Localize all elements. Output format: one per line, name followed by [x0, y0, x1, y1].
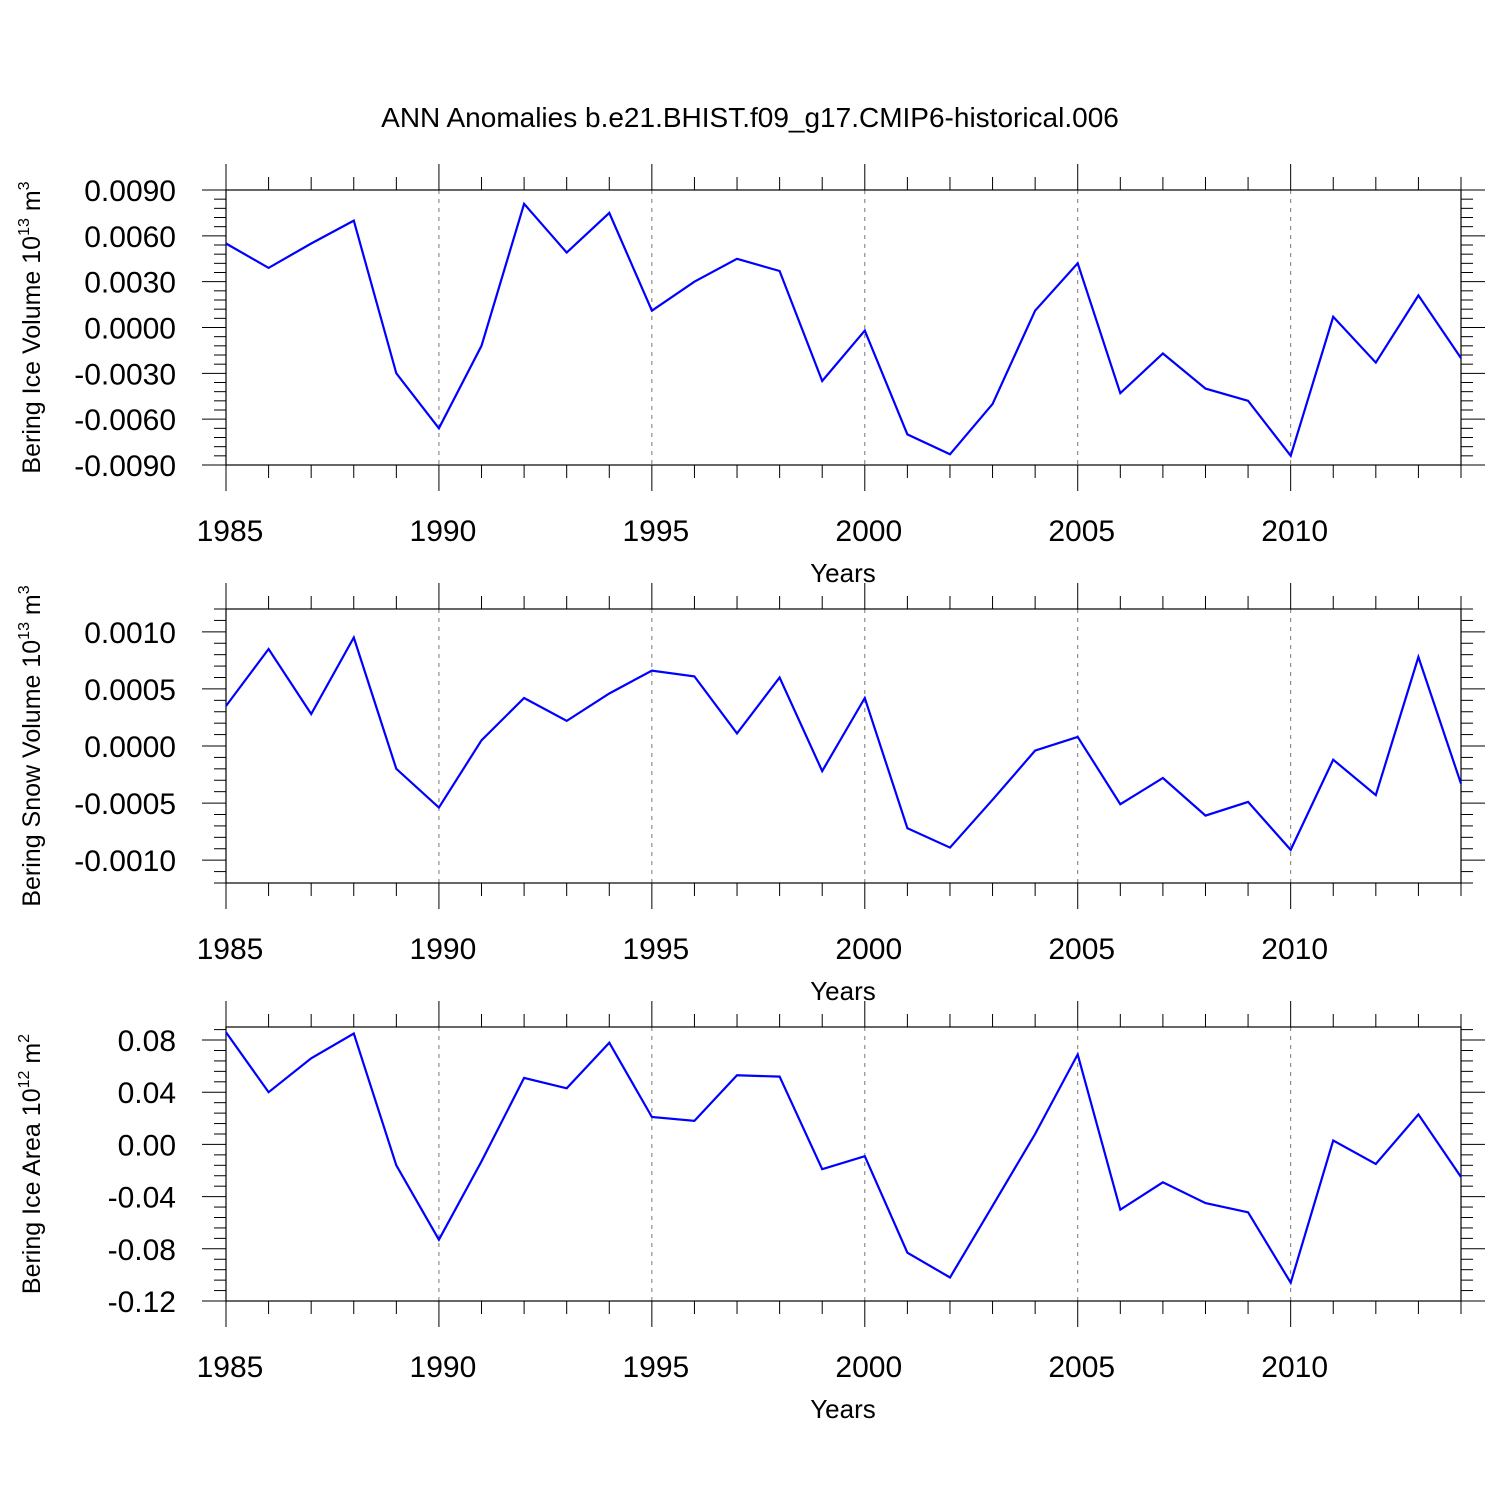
x-axis-label: Years	[810, 558, 876, 588]
y-tick-label: -0.0090	[74, 450, 176, 483]
y-tick-label: 0.04	[118, 1077, 176, 1110]
x-tick-label: 1990	[410, 515, 477, 548]
y-tick-label: -0.04	[108, 1182, 176, 1215]
y-axis-label: Bering Snow Volume 1013 m3	[16, 585, 46, 906]
y-tick-label: 0.0010	[84, 617, 176, 650]
y-tick-label: -0.0030	[74, 358, 176, 391]
y-axis-label: Bering Ice Area 1012 m2	[16, 1034, 46, 1294]
series-line	[225, 201, 1462, 459]
x-tick-label: 2005	[1048, 933, 1115, 966]
plot-frame	[225, 189, 1462, 466]
x-tick-label: 1990	[410, 933, 477, 966]
x-tick-label: 2000	[835, 1351, 902, 1384]
y-tick-label: 0.0060	[84, 221, 176, 254]
x-tick-label: 2010	[1261, 515, 1328, 548]
x-tick-label: 1985	[197, 933, 264, 966]
x-tick-label: 2005	[1048, 1351, 1115, 1384]
chart-panel-3: 1985 1990 1995 2000 2005 2010 Years -0.12 -0.08 -…	[16, 1001, 1485, 1424]
x-tick-label: 2000	[835, 515, 902, 548]
x-tick-label: 1985	[197, 1351, 264, 1384]
chart-panel-1: 1985 1990 1995 2000 2005 2010 Years -0.0090 -0.0…	[16, 164, 1485, 588]
x-axis-label: Years	[810, 976, 876, 1006]
x-axis-label: Years	[810, 1394, 876, 1424]
y-tick-label: -0.12	[108, 1286, 176, 1319]
y-tick-label: -0.0060	[74, 404, 176, 437]
x-tick-label: 2005	[1048, 515, 1115, 548]
x-tick-label: 2000	[835, 933, 902, 966]
x-tick-label: 1995	[622, 515, 689, 548]
x-tick-label: 2010	[1261, 1351, 1328, 1384]
plot-frame	[225, 608, 1462, 884]
chart-title: ANN Anomalies b.e21.BHIST.f09_g17.CMIP6-…	[381, 102, 1119, 133]
x-tick-label: 1990	[410, 1351, 477, 1384]
series-line	[225, 634, 1463, 852]
x-tick-label: 1985	[197, 515, 264, 548]
series-line	[225, 1031, 1462, 1286]
y-tick-label: 0.0000	[84, 731, 176, 764]
y-tick-label: 0.0005	[84, 674, 176, 707]
y-tick-label: -0.0010	[74, 845, 176, 878]
y-tick-label: 0.08	[118, 1025, 176, 1058]
y-axis-label: Bering Ice Volume 1013 m3	[16, 181, 46, 473]
y-tick-label: 0.0000	[84, 313, 176, 346]
plot-frame	[225, 1026, 1462, 1302]
x-tick-label: 1995	[622, 933, 689, 966]
y-tick-label: 0.00	[118, 1129, 176, 1162]
y-tick-label: 0.0090	[84, 175, 176, 208]
y-tick-label: 0.0030	[84, 267, 176, 300]
y-tick-label: -0.08	[108, 1234, 176, 1267]
x-tick-label: 1995	[622, 1351, 689, 1384]
y-tick-label: -0.0005	[74, 788, 176, 821]
chart-panel-2: 1985 1990 1995 2000 2005 2010 Years -0.0010 -0.0…	[16, 583, 1485, 1006]
x-tick-label: 2010	[1261, 933, 1328, 966]
